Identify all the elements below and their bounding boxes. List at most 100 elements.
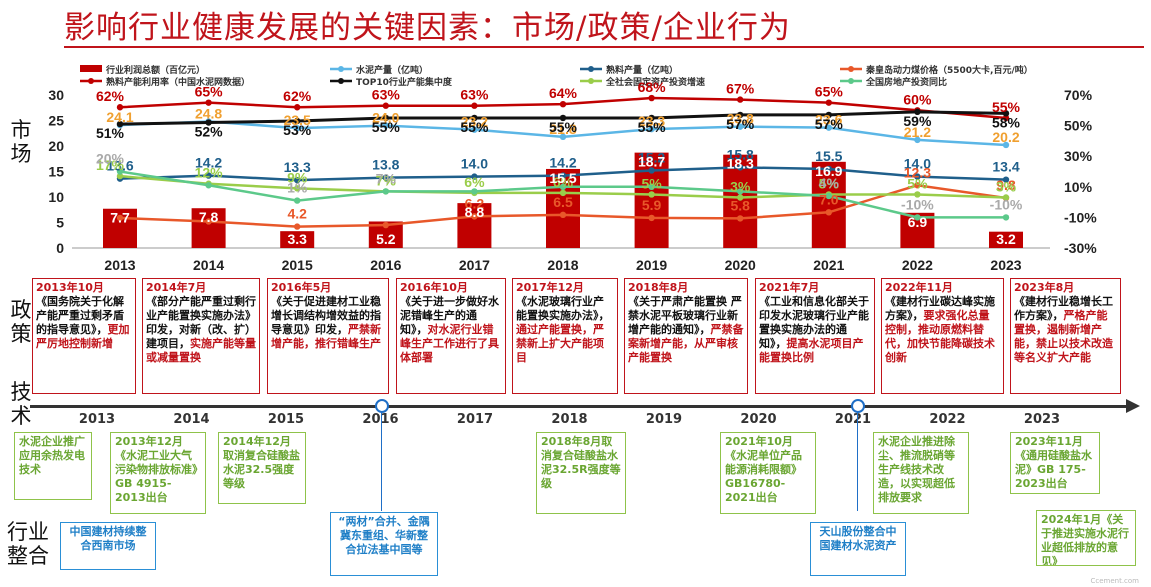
policy-title: 《部分产能严重过剩行业产能置换实施办法》印发，对新（改、扩）建项目， xyxy=(146,295,256,350)
timeline-connector xyxy=(381,411,382,511)
legend-label: TOP10行业产能集中度 xyxy=(356,76,453,88)
series-point xyxy=(294,197,301,204)
series-point xyxy=(825,192,832,200)
market-chart: 0 5 10 15 20 25 30 -30% -10% 10% 30% 50% 70% 2013 2014… xyxy=(48,64,1097,273)
series-point xyxy=(737,111,744,119)
x-tick-label: 2022 xyxy=(902,257,933,273)
policy-date: 2017年12月 xyxy=(516,281,584,294)
series-point xyxy=(1002,214,1010,221)
legend-marker xyxy=(338,78,344,84)
series-data-label: 23.2 xyxy=(461,114,488,130)
bar-data-label: 15.5 xyxy=(549,170,576,186)
series-point xyxy=(648,183,655,190)
series-point xyxy=(648,214,655,222)
series-point xyxy=(205,172,212,179)
series-point xyxy=(737,96,744,103)
legend-label: 熟料产能利用率（中国水泥网数据） xyxy=(106,76,250,88)
series-data-label: 60% xyxy=(903,91,932,107)
policy-card: 2022年11月 《建材行业碳达峰实施方案》，要求强化总量控制，推动原燃料替代，加… xyxy=(881,278,1004,394)
series-data-label: 63% xyxy=(460,87,489,103)
right-tick-label: 70% xyxy=(1064,87,1093,103)
bar-data-label: 7.7 xyxy=(110,210,130,226)
series-point xyxy=(471,102,478,109)
series-point xyxy=(382,102,389,109)
left-tick-label: 25 xyxy=(48,113,64,129)
series-point xyxy=(559,183,567,190)
series-data-label: 55% xyxy=(372,119,401,135)
series-point xyxy=(825,165,832,173)
series-data-label: 4% xyxy=(819,175,840,191)
series-data-label: 55% xyxy=(549,119,578,135)
series-data-label: 1% xyxy=(287,180,308,196)
legend-swatch xyxy=(80,65,102,72)
series-point xyxy=(559,172,567,179)
series-data-label: 52% xyxy=(195,124,224,140)
legend-marker xyxy=(848,66,854,72)
series-point xyxy=(1002,194,1010,201)
series-point xyxy=(382,174,389,181)
series-point xyxy=(382,188,389,195)
series-point xyxy=(116,104,124,111)
profit-bar xyxy=(457,203,492,248)
series-data-label: 57% xyxy=(815,116,844,132)
timeline-year-label: 2014 xyxy=(173,412,210,427)
left-tick-label: 30 xyxy=(48,87,64,103)
policy-date: 2016年5月 xyxy=(271,281,332,294)
timeline-year-label: 2016 xyxy=(356,412,406,427)
series-point xyxy=(914,191,921,198)
right-tick-label: 50% xyxy=(1064,118,1093,134)
policy-date: 2023年8月 xyxy=(1014,281,1075,294)
tech-card: 水泥企业推进除尘、推流脱硝等生产线技术改造，以实现超低排放要求 xyxy=(873,432,969,514)
bar-data-label: 6.9 xyxy=(908,214,928,230)
series-data-label: 68% xyxy=(638,79,667,95)
x-tick-label: 2020 xyxy=(725,257,756,273)
series-point xyxy=(825,111,832,119)
series-data-label: 20% xyxy=(96,151,125,167)
right-tick-label: 10% xyxy=(1064,179,1093,195)
series-data-label: 64% xyxy=(549,85,578,101)
policy-card: 2017年12月 《水泥玻璃行业产能置换实施办法》，通过产能置换，严禁新上扩大产能… xyxy=(512,278,618,394)
legend-marker xyxy=(588,78,594,84)
series-point xyxy=(471,114,478,122)
series-data-label: 14.2 xyxy=(549,155,576,171)
x-tick-label: 2019 xyxy=(636,257,667,273)
x-tick-label: 2015 xyxy=(282,257,313,273)
policy-date: 2013年10月 xyxy=(36,281,104,294)
timeline-marker xyxy=(375,399,389,413)
series-data-label: 13.4 xyxy=(992,159,1019,175)
tech-card: 2013年12月《水泥工业大气污染物排放标准》GB 4915-2013出台 xyxy=(110,432,206,514)
series-data-label: 13.6 xyxy=(106,158,133,174)
policy-highlight: 通过产能置换，严禁新上扩大产能项目 xyxy=(516,323,604,364)
legend-marker xyxy=(88,78,94,84)
series-data-label: 24.1 xyxy=(106,109,133,125)
timeline-year-label: 2013 xyxy=(78,412,116,427)
series-point xyxy=(737,215,744,222)
series-data-label: 14.2 xyxy=(195,155,222,171)
side-label-market: 市场 xyxy=(10,118,32,166)
x-tick-label: 2018 xyxy=(547,257,578,273)
bar-data-label: 18.7 xyxy=(638,154,665,170)
series-point xyxy=(914,136,921,144)
series-data-label: 3% xyxy=(996,179,1017,195)
series-data-label: 65% xyxy=(195,84,224,100)
series-point xyxy=(1002,114,1010,122)
profit-bar xyxy=(546,168,580,248)
profit-bar xyxy=(811,161,846,248)
series-point xyxy=(205,182,212,189)
x-tick-label: 2013 xyxy=(104,257,135,273)
policy-card: 2013年10月 《国务院关于化解产能严重过剩矛盾的指导意见》，更加严厉地控制新增 xyxy=(32,278,136,394)
policy-card: 2014年7月 《部分产能严重过剩行业产能置换实施办法》印发，对新（改、扩）建项目… xyxy=(142,278,260,394)
bar-data-label: 18.3 xyxy=(727,156,754,172)
series-data-label: 9% xyxy=(287,169,308,185)
policy-card: 2016年10月 《关于进一步做好水泥错峰生产的通知》，对水泥行业错峰生产工作进行… xyxy=(396,278,506,394)
series-data-label: 5% xyxy=(641,175,662,191)
series-point xyxy=(294,104,301,111)
series-point xyxy=(825,99,832,106)
series-data-label: 7.0 xyxy=(819,191,839,207)
series-data-label: 5% xyxy=(819,175,840,191)
tech-card: 2021年10月《水泥单位产品能源消耗限额》GB16780-2021出台 xyxy=(720,432,816,514)
timeline-marker xyxy=(851,399,865,413)
policy-date: 2014年7月 xyxy=(146,281,207,294)
industry-card: 天山股份整合中国建材水泥资产 xyxy=(810,522,906,576)
series-point xyxy=(559,133,567,141)
